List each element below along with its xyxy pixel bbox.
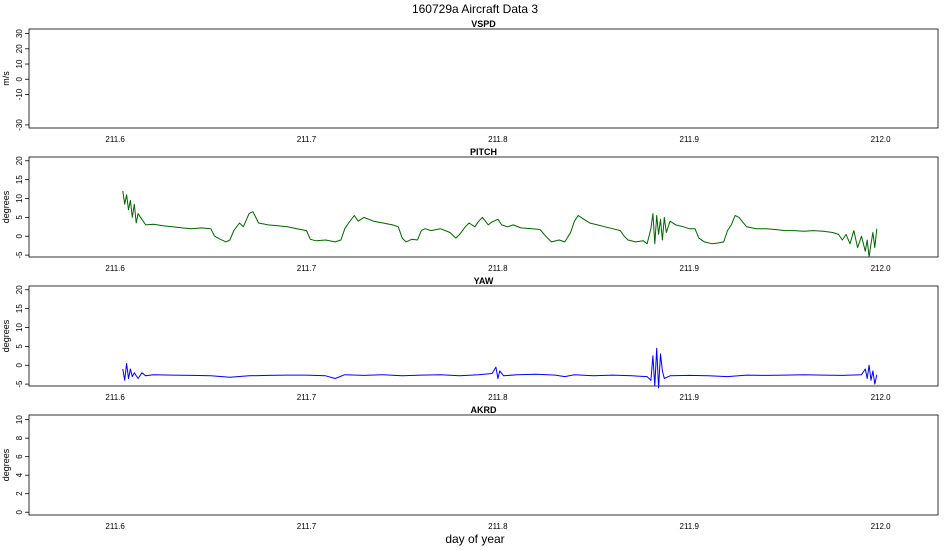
akrd-x-tick-label: 211.8 [488, 522, 508, 531]
pitch-plot-frame [28, 156, 939, 258]
yaw-plot-frame [28, 285, 939, 387]
akrd-x-tick-label: 211.7 [297, 522, 317, 531]
pitch-y-tick-label: 10 [15, 194, 24, 203]
pitch-series-line [122, 190, 878, 258]
akrd-x-tick-label: 211.6 [105, 522, 125, 531]
pitch-x-tick-label: 211.6 [105, 264, 125, 273]
akrd-panel-title: AKRD [471, 405, 497, 415]
akrd-plot-frame [28, 414, 939, 516]
pitch-y-tick-label: -5 [15, 251, 24, 259]
akrd-y-axis-label: degrees [1, 448, 11, 481]
pitch-x-tick-label: 211.8 [488, 264, 508, 273]
vspd-y-tick-label: 20 [15, 44, 24, 53]
vspd-y-tick-label: 10 [15, 59, 24, 68]
yaw-panel-title: YAW [474, 276, 494, 286]
figure-title: 160729a Aircraft Data 3 [412, 2, 538, 16]
akrd-y-tick-label: 10 [15, 415, 24, 424]
pitch-y-tick-label: 15 [15, 175, 24, 184]
pitch-x-tick-label: 211.9 [680, 264, 700, 273]
vspd-x-tick-label: 211.9 [680, 135, 700, 144]
vspd-y-tick-label: -10 [15, 88, 24, 100]
akrd-y-tick-label: 4 [15, 472, 24, 477]
pitch-x-tick-label: 211.7 [297, 264, 317, 273]
yaw-x-tick-label: 211.8 [488, 393, 508, 402]
pitch-y-tick-label: 20 [15, 156, 24, 165]
vspd-y-tick-label: 30 [15, 29, 24, 38]
yaw-panel: YAW degrees -5 0 5 10 15 20 211.6 211.7 211.8 211.9… [1, 276, 939, 402]
vspd-x-tick-label: 211.7 [297, 135, 317, 144]
akrd-y-tick-label: 8 [15, 435, 24, 440]
akrd-x-tick-label: 212.0 [871, 522, 892, 531]
akrd-x-tick-label: 211.9 [680, 522, 700, 531]
pitch-y-tick-label: 0 [15, 233, 24, 238]
yaw-x-tick-label: 211.6 [105, 393, 125, 402]
yaw-y-tick-label: 10 [15, 323, 24, 332]
vspd-x-tick-label: 211.8 [488, 135, 508, 144]
vspd-x-tick-label: 212.0 [871, 135, 892, 144]
pitch-x-tick-label: 212.0 [871, 264, 892, 273]
vspd-panel: VSPD m/s -30 -10 0 10 20 30 211.6 211.7 211.8 211.9… [1, 19, 939, 144]
yaw-x-tick-label: 211.9 [680, 393, 700, 402]
x-axis-label: day of year [445, 532, 504, 546]
akrd-y-tick-label: 6 [15, 454, 24, 459]
akrd-panel: AKRD degrees 0 2 4 6 8 10 211.6 211.7 211.8 211.9 21… [1, 405, 939, 531]
pitch-panel: PITCH degrees -5 0 5 10 15 20 211.6 211.7 211.8 211… [1, 147, 939, 273]
yaw-y-tick-label: -5 [15, 380, 24, 388]
pitch-panel-title: PITCH [470, 147, 497, 157]
pitch-y-tick-label: 5 [15, 215, 24, 220]
vspd-y-axis-label: m/s [1, 71, 11, 86]
yaw-x-tick-label: 211.7 [297, 393, 317, 402]
vspd-y-tick-label: 0 [15, 76, 24, 81]
yaw-series-line [122, 347, 878, 389]
vspd-panel-title: VSPD [471, 19, 496, 29]
akrd-y-tick-label: 2 [15, 491, 24, 496]
yaw-y-tick-label: 20 [15, 285, 24, 294]
akrd-y-tick-label: 0 [15, 509, 24, 514]
vspd-x-tick-label: 211.6 [105, 135, 125, 144]
yaw-x-tick-label: 212.0 [871, 393, 892, 402]
yaw-y-tick-label: 5 [15, 344, 24, 349]
yaw-y-axis-label: degrees [1, 319, 11, 352]
pitch-y-axis-label: degrees [1, 190, 11, 223]
vspd-plot-frame [28, 28, 939, 129]
yaw-y-tick-label: 0 [15, 362, 24, 367]
vspd-y-tick-label: -30 [15, 119, 24, 131]
yaw-y-tick-label: 15 [15, 304, 24, 313]
